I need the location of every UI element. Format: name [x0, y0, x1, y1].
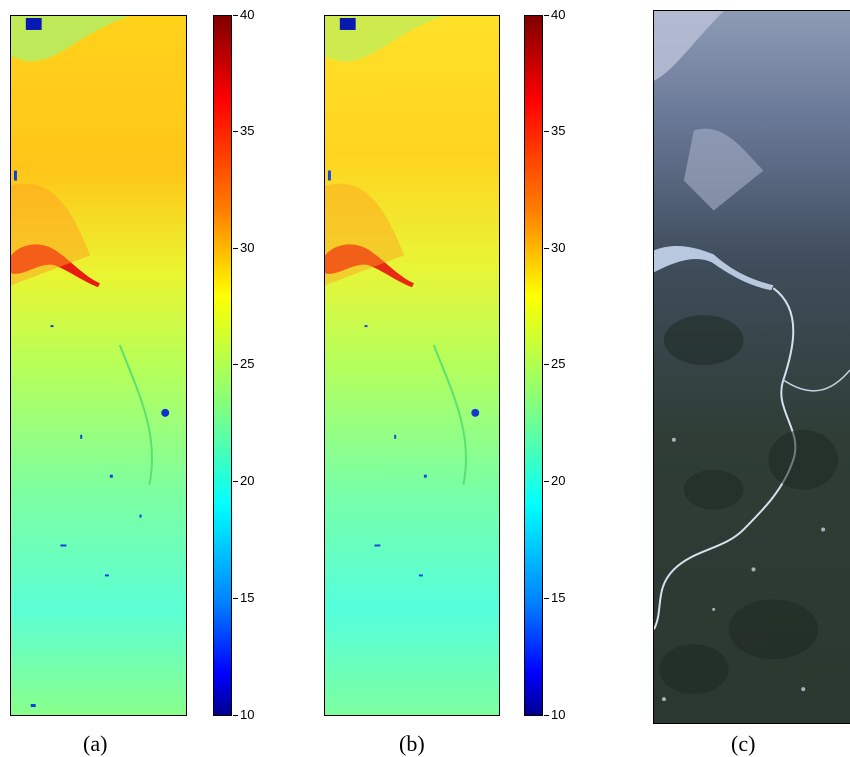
colorbar-b — [524, 15, 543, 716]
colorbar-b-tick: 30 — [543, 240, 566, 255]
colorbar-a-tick: 35 — [232, 123, 255, 138]
colorbar-a-tick: 30 — [232, 240, 255, 255]
colorbar-b-tick: 35 — [543, 123, 566, 138]
satellite-image-c — [653, 10, 850, 724]
colorbar-b-tick: 40 — [543, 7, 566, 22]
panel-caption-a: (a) — [83, 731, 108, 756]
colorbar-b-tick: 25 — [543, 356, 566, 371]
panel-caption-b: (b) — [399, 731, 425, 756]
panel-caption-c: (c) — [731, 731, 756, 756]
temperature-map-b — [324, 15, 500, 716]
temperature-map-a — [10, 15, 187, 716]
colorbar-a-tick: 25 — [232, 356, 255, 371]
colorbar-a — [213, 15, 232, 716]
colorbar-a-tick: 10 — [232, 707, 255, 722]
colorbar-a-tick: 40 — [232, 7, 255, 22]
colorbar-b-tick: 10 — [543, 707, 566, 722]
colorbar-b-tick: 15 — [543, 590, 566, 605]
colorbar-b-tick: 20 — [543, 473, 566, 488]
colorbar-a-tick: 15 — [232, 590, 255, 605]
colorbar-a-tick: 20 — [232, 473, 255, 488]
